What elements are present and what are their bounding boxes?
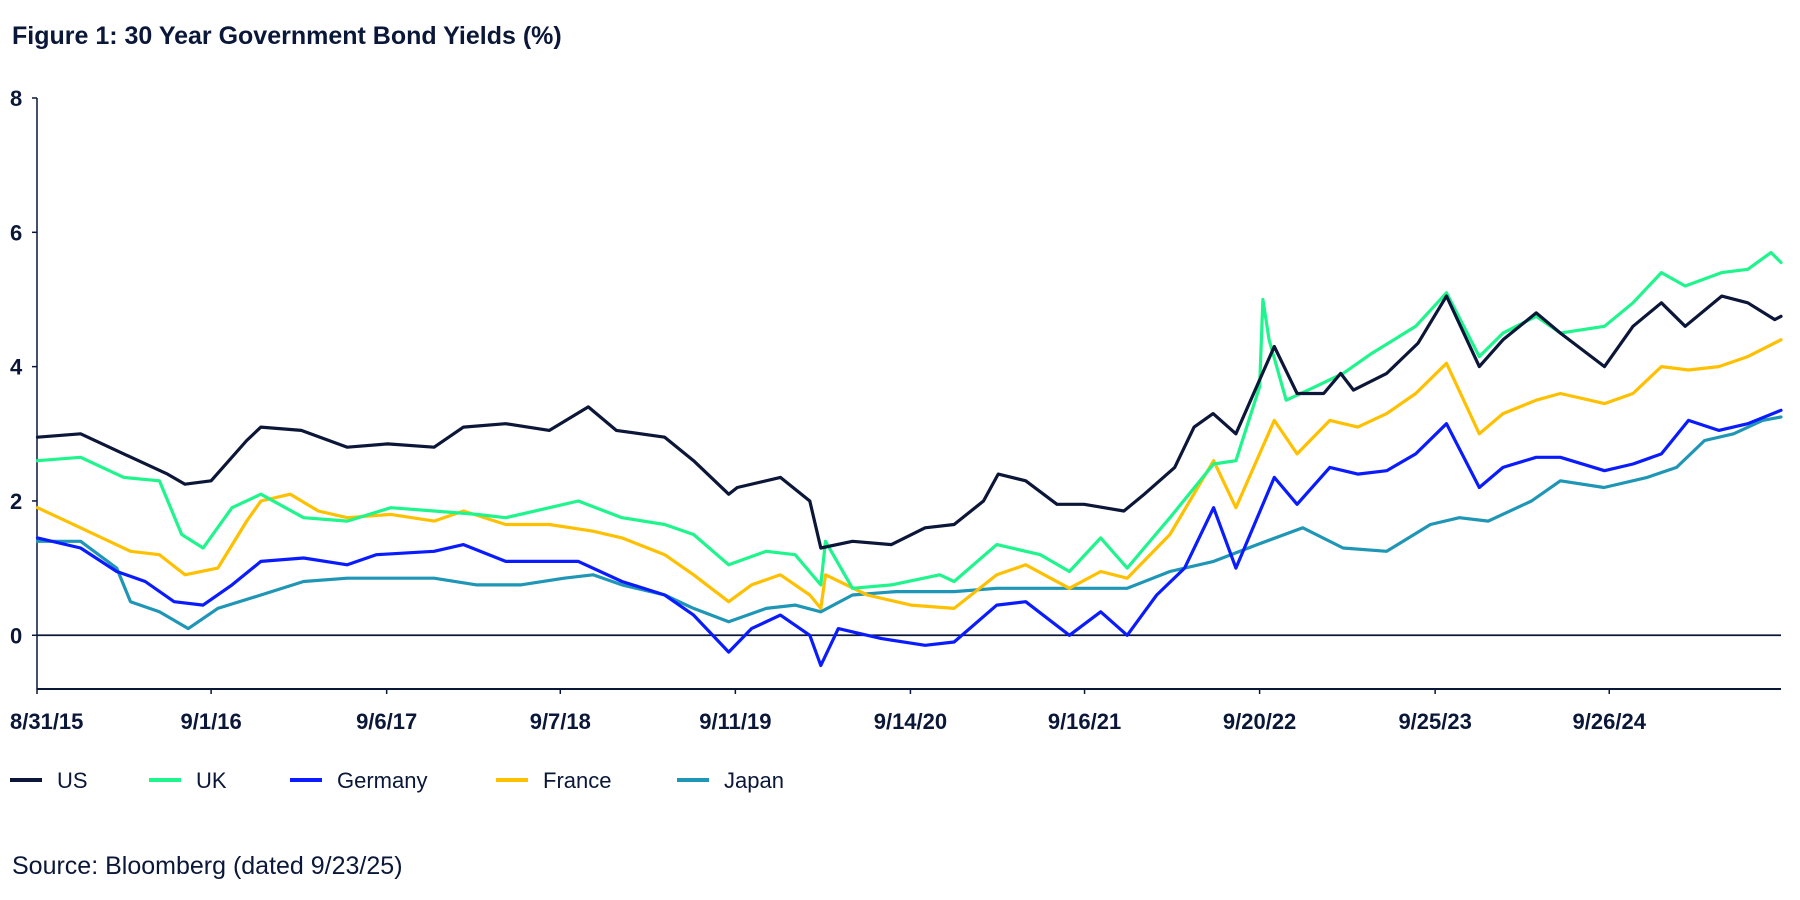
legend-label: Germany [337, 768, 427, 793]
x-tick-label: 8/31/15 [10, 709, 83, 734]
legend: US UK Germany France Japan [10, 768, 784, 793]
legend-label: France [543, 768, 611, 793]
legend-item-uk: UK [149, 768, 227, 793]
legend-label: UK [196, 768, 227, 793]
legend-item-japan: Japan [677, 768, 784, 793]
legend-item-germany: Germany [290, 768, 427, 793]
x-tick-label: 9/11/19 [699, 709, 771, 734]
y-tick-label: 6 [10, 220, 22, 245]
x-axis: 8/31/15 9/1/16 9/6/17 9/7/18 9/11/19 9/14/20 9… [10, 688, 1781, 734]
series-line-us [35, 294, 1783, 550]
series-lines [35, 250, 1783, 668]
legend-item-france: France [496, 768, 611, 793]
y-axis: 0 2 4 6 8 [10, 86, 1781, 689]
legend-item-us: US [10, 768, 88, 793]
source-note: Source: Bloomberg (dated 9/23/25) [12, 852, 403, 880]
x-tick-label: 9/25/23 [1398, 709, 1471, 734]
chart-title: Figure 1: 30 Year Government Bond Yields… [12, 22, 562, 50]
x-tick-label: 9/14/20 [874, 709, 947, 734]
x-tick-label: 9/26/24 [1573, 709, 1647, 734]
series-line-france [35, 338, 1783, 610]
series-line-japan [35, 415, 1783, 631]
x-tick-label: 9/6/17 [356, 709, 417, 734]
x-tick-label: 9/20/22 [1223, 709, 1296, 734]
y-tick-label: 4 [10, 355, 23, 380]
x-tick-label: 9/7/18 [530, 709, 591, 734]
legend-label: Japan [724, 768, 784, 793]
y-tick-label: 0 [10, 623, 22, 648]
series-line-germany [35, 408, 1783, 668]
series-line-uk [35, 250, 1783, 590]
y-tick-label: 2 [10, 489, 22, 514]
x-tick-label: 9/16/21 [1048, 709, 1121, 734]
x-tick-label: 9/1/16 [181, 709, 242, 734]
y-tick-label: 8 [10, 86, 22, 111]
legend-label: US [57, 768, 88, 793]
